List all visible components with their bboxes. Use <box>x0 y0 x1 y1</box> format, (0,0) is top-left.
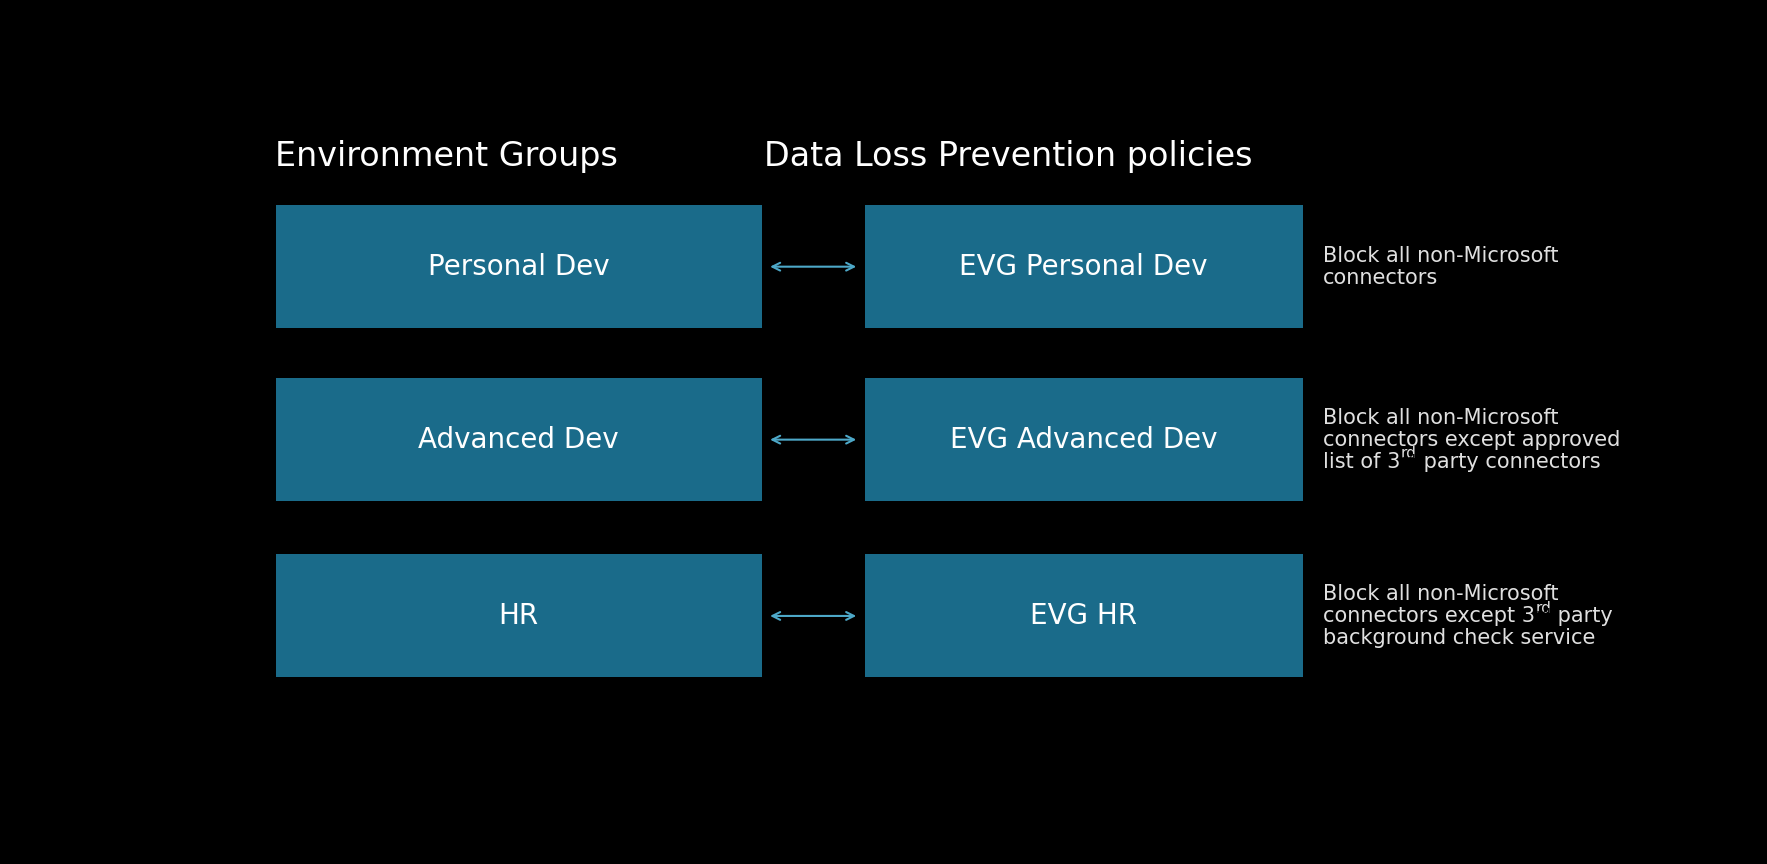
Text: party: party <box>1551 606 1613 626</box>
Text: rd: rd <box>1401 447 1417 461</box>
Text: connectors except approved: connectors except approved <box>1323 429 1620 449</box>
FancyBboxPatch shape <box>276 205 762 328</box>
Text: Block all non-Microsoft: Block all non-Microsoft <box>1323 584 1558 604</box>
Text: Block all non-Microsoft: Block all non-Microsoft <box>1323 408 1558 428</box>
FancyBboxPatch shape <box>864 205 1302 328</box>
Text: rd: rd <box>1401 454 1417 469</box>
Text: Data Loss Prevention policies: Data Loss Prevention policies <box>763 141 1253 174</box>
Text: background check service: background check service <box>1323 628 1596 648</box>
Text: rd: rd <box>1536 600 1551 616</box>
Text: Advanced Dev: Advanced Dev <box>419 426 618 454</box>
Text: EVG Personal Dev: EVG Personal Dev <box>959 252 1209 281</box>
FancyBboxPatch shape <box>276 555 762 677</box>
Text: HR: HR <box>498 602 539 630</box>
Text: connectors except 3: connectors except 3 <box>1323 606 1536 626</box>
Text: EVG HR: EVG HR <box>1030 602 1138 630</box>
Text: Environment Groups: Environment Groups <box>276 141 618 174</box>
FancyBboxPatch shape <box>864 378 1302 501</box>
Text: Personal Dev: Personal Dev <box>428 252 610 281</box>
Text: connectors: connectors <box>1323 268 1438 288</box>
FancyBboxPatch shape <box>276 378 762 501</box>
Text: list of 3: list of 3 <box>1323 452 1401 472</box>
FancyBboxPatch shape <box>864 555 1302 677</box>
Text: party connectors: party connectors <box>1417 452 1601 472</box>
Text: rd: rd <box>1536 608 1551 624</box>
Text: Block all non-Microsoft: Block all non-Microsoft <box>1323 245 1558 266</box>
Text: EVG Advanced Dev: EVG Advanced Dev <box>951 426 1217 454</box>
